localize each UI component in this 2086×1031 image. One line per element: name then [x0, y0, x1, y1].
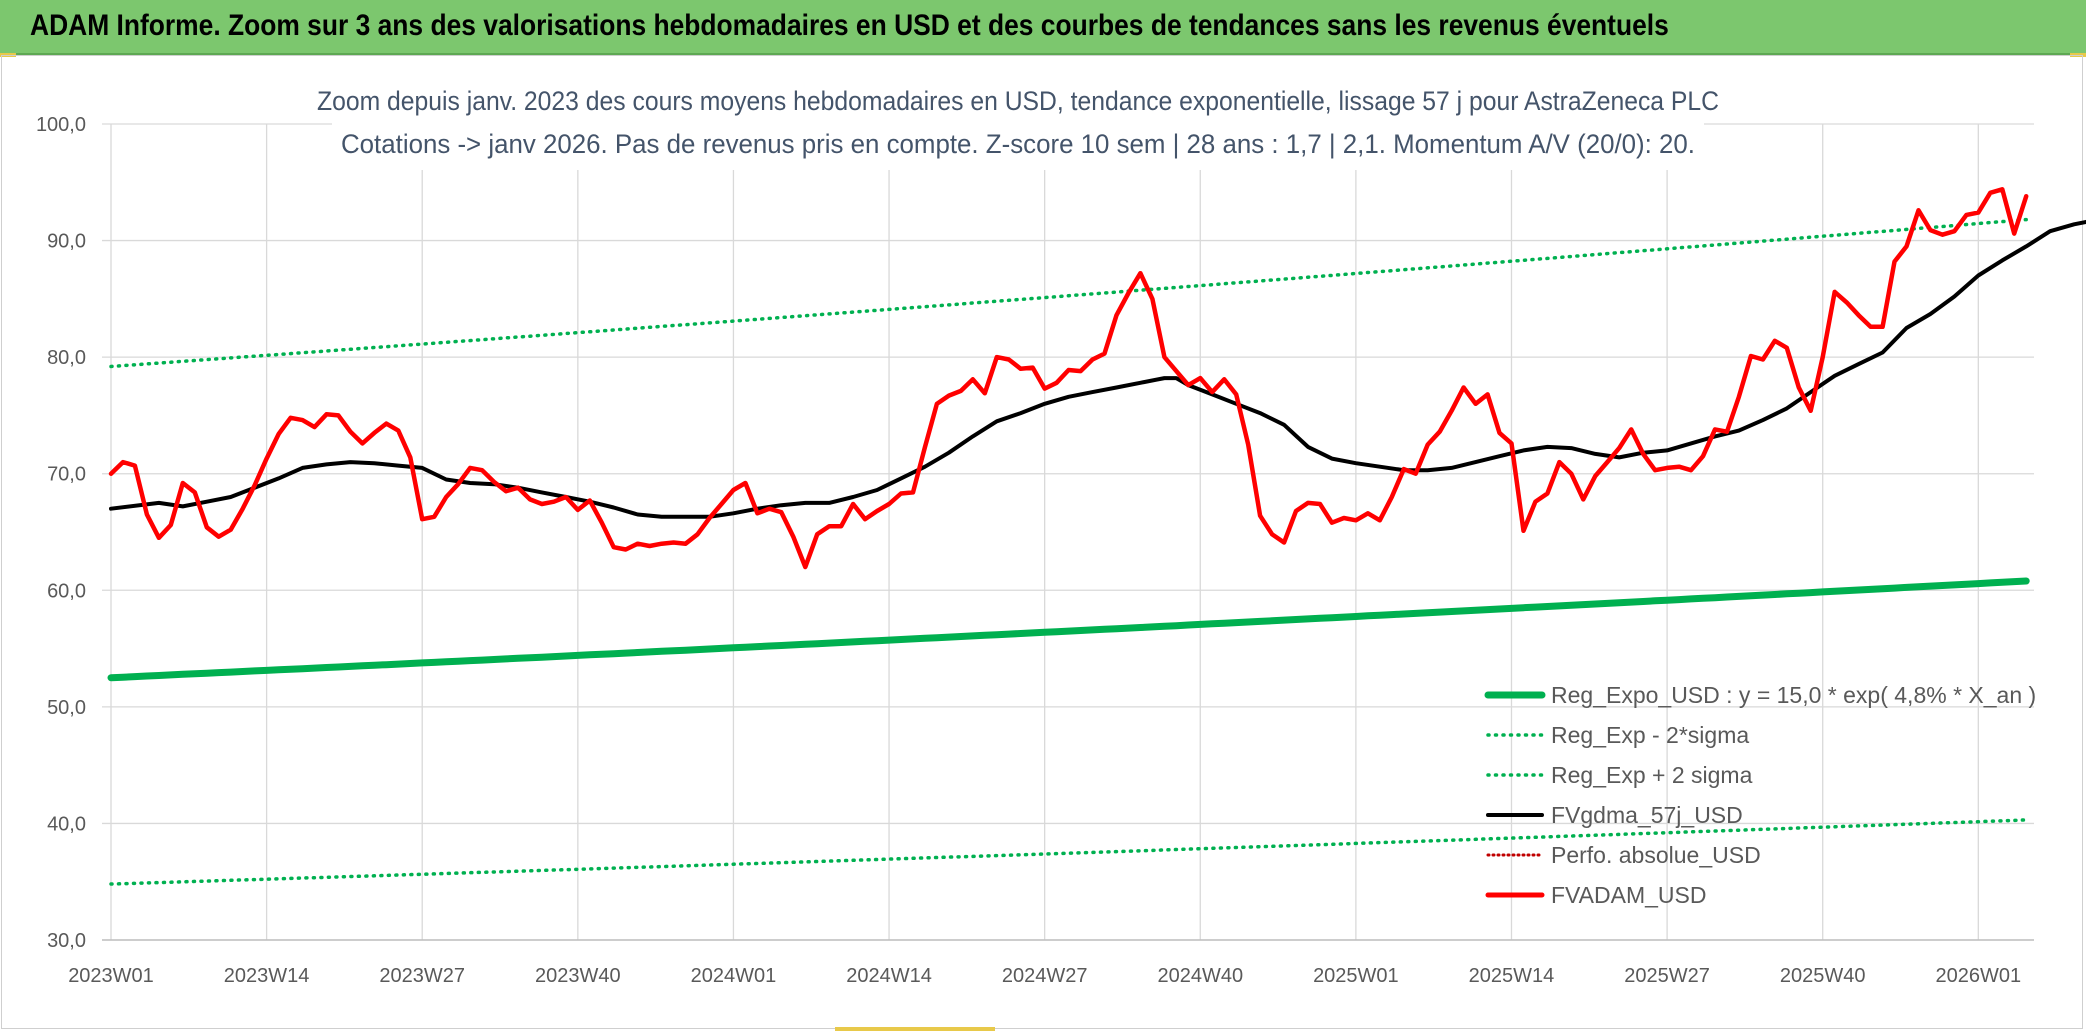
series-line-plus-2-sigma — [109, 217, 2028, 369]
x-tick-label: 2023W27 — [379, 965, 465, 987]
chart-title-line1: Zoom depuis janv. 2023 des cours moyens … — [317, 86, 1719, 116]
x-tick-label: 2025W27 — [1624, 965, 1710, 987]
report-banner: ADAM Informe. Zoom sur 3 ans des valoris… — [0, 0, 2086, 55]
legend: Reg_Expo_USD : y = 15,0 * exp( 4,8% * X_… — [1484, 682, 2036, 908]
y-tick-label: 60,0 — [47, 580, 86, 602]
accent-bottom — [835, 1027, 995, 1031]
y-tick-label: 90,0 — [47, 231, 86, 253]
legend-label-minus2: Reg_Exp - 2*sigma — [1551, 722, 1749, 748]
chart-frame — [1, 55, 2083, 1029]
x-tick-label: 2023W40 — [535, 965, 621, 987]
y-tick-label: 40,0 — [47, 813, 86, 835]
legend-label-plus2: Reg_Exp + 2 sigma — [1551, 762, 1753, 788]
x-tick-label: 2025W01 — [1313, 965, 1399, 987]
y-tick-label: 30,0 — [47, 930, 86, 952]
report-title: ADAM Informe. Zoom sur 3 ans des valoris… — [30, 9, 1669, 42]
x-tick-label: 2024W40 — [1157, 965, 1243, 987]
x-tick-label: 2024W27 — [1002, 965, 1088, 987]
series-layer — [107, 187, 2086, 886]
legend-label-reg_expo: Reg_Expo_USD : y = 15,0 * exp( 4,8% * X_… — [1551, 682, 2036, 708]
y-tick-label: 80,0 — [47, 347, 86, 369]
series-line-fvadam — [108, 187, 2029, 570]
series-line-reg-expo — [107, 577, 2030, 682]
y-tick-label: 100,0 — [36, 114, 86, 136]
x-tick-label: 2024W01 — [691, 965, 777, 987]
title-background — [332, 80, 1704, 170]
x-tick-label: 2024W14 — [846, 965, 932, 987]
series-line-minus-2-sigma — [109, 818, 2028, 886]
x-tick-label: 2023W14 — [224, 965, 310, 987]
y-tick-label: 70,0 — [47, 464, 86, 486]
legend-label-perfo: Perfo. absolue_USD — [1551, 842, 1761, 868]
axis-layer: 30,0 40,0 50,0 60,0 70,0 80,0 90,0 100,0 2023W01… — [36, 114, 2034, 987]
series-line-fvgdma — [109, 219, 2086, 519]
y-tick-label: 50,0 — [47, 697, 86, 719]
chart-title-line2: Cotations -> janv 2026. Pas de revenus p… — [341, 129, 1695, 159]
x-tick-label: 2025W14 — [1469, 965, 1555, 987]
x-tick-label: 2025W40 — [1780, 965, 1866, 987]
x-tick-label: 2023W01 — [68, 965, 154, 987]
legend-label-fvgdma: FVgdma_57j_USD — [1551, 802, 1743, 828]
x-tick-label: 2026W01 — [1936, 965, 2022, 987]
legend-label-fvadam: FVADAM_USD — [1551, 882, 1707, 908]
grid-layer — [102, 123, 2034, 941]
